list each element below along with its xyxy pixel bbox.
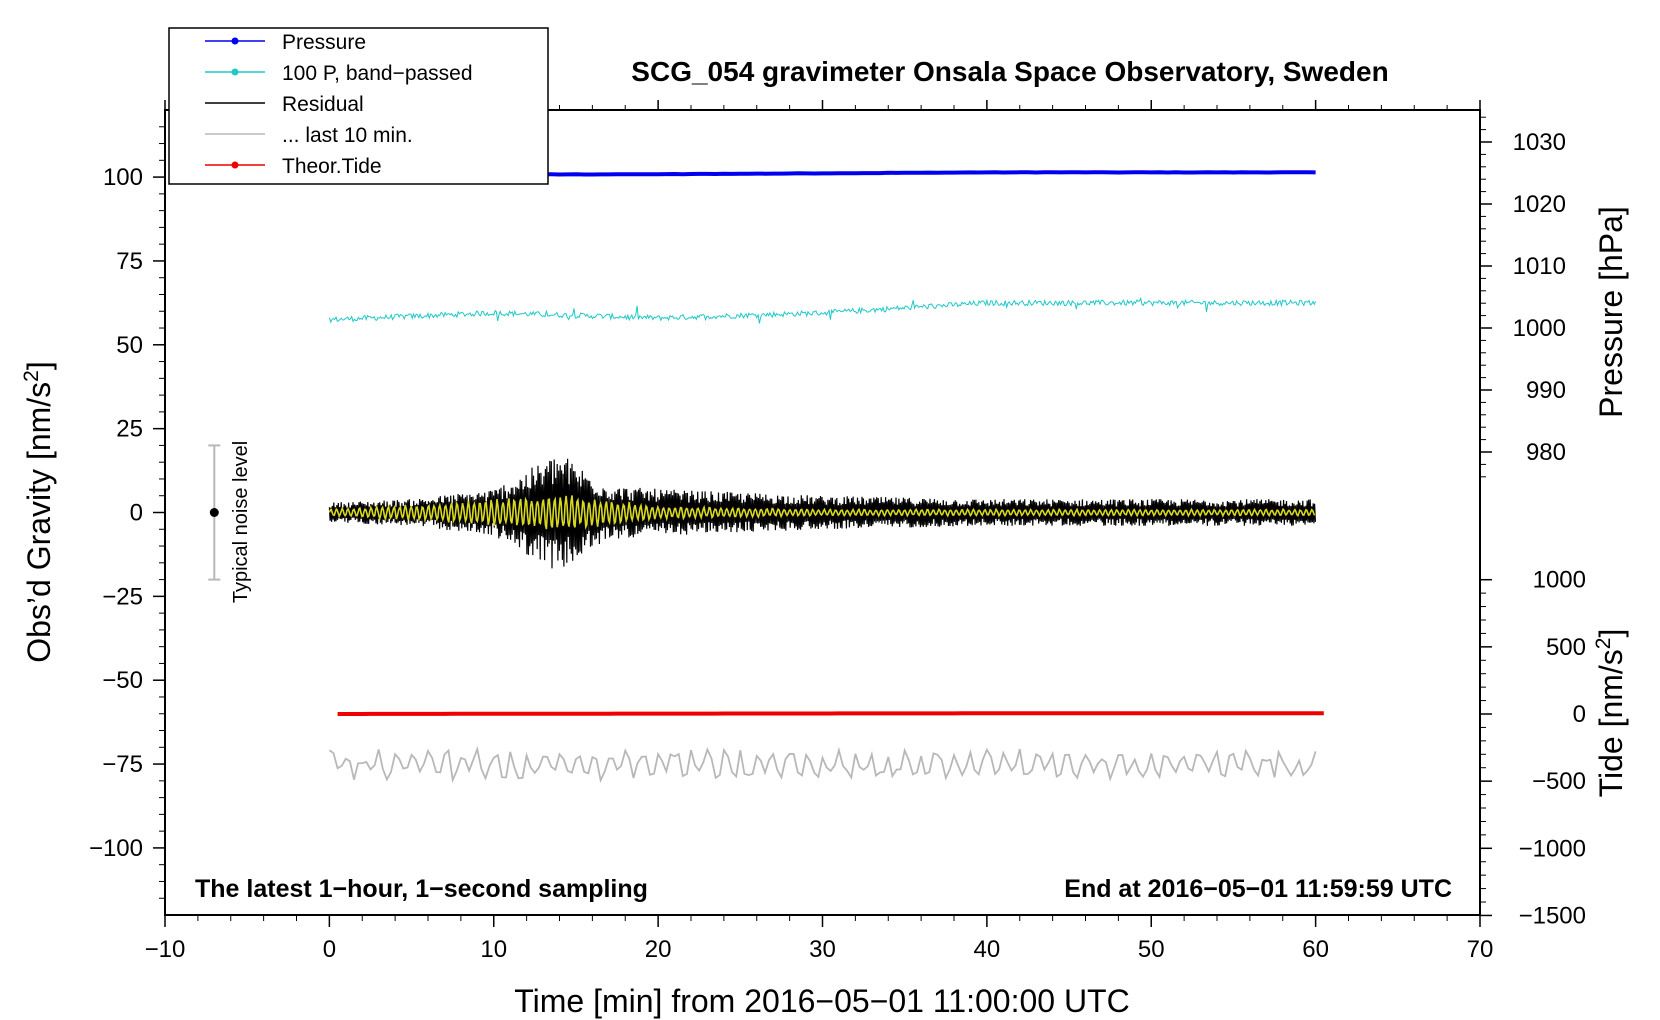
legend-marker [231, 161, 239, 169]
gravity-tick-label: 25 [116, 416, 143, 443]
legend-marker [231, 68, 239, 76]
tide-tick-label: 500 [1546, 634, 1586, 661]
gravity-tick-label: 75 [116, 248, 143, 275]
gravity-tick-label: 50 [116, 332, 143, 359]
gravity-tick-label: −25 [102, 583, 143, 610]
series-theor-tide [337, 711, 1324, 716]
x-axis-title: Time [min] from 2016−05−01 11:00:00 UTC [514, 983, 1129, 1019]
legend-label: Residual [282, 93, 364, 116]
bottom-right-note: End at 2016−05−01 11:59:59 UTC [1064, 875, 1452, 903]
tide-tick-label: −1000 [1519, 835, 1586, 862]
x-tick-label: 10 [480, 936, 507, 963]
series-last-10-min [328, 745, 1317, 784]
x-tick-label: 20 [645, 936, 672, 963]
gravity-axis-title-sup: 2 [20, 370, 43, 382]
gravity-tick-label: 100 [103, 164, 143, 191]
x-tick-label: 60 [1302, 936, 1329, 963]
pressure-tick-label: 1030 [1513, 129, 1566, 156]
tide-tick-label: 1000 [1533, 567, 1586, 594]
x-tick-label: 30 [809, 936, 836, 963]
legend-label: Theor.Tide [282, 155, 382, 178]
pressure-tick-label: 1010 [1513, 253, 1566, 280]
tide-tick-label: −500 [1532, 768, 1586, 795]
legend-box [168, 27, 549, 185]
gravity-tick-label: −75 [102, 751, 143, 778]
pressure-tick-label: 990 [1526, 377, 1566, 404]
noise-indicator [208, 444, 221, 581]
tide-tick-label: 0 [1573, 701, 1586, 728]
pressure-tick-label: 980 [1526, 439, 1566, 466]
pressure-tick-label: 1020 [1513, 191, 1566, 218]
gravity-axis: −100 −75 −50 −25 0 25 50 75 100 [89, 126, 165, 899]
legend-label: ... last 10 min. [282, 124, 413, 147]
legend: Pressure 100 P, band−passed Residual ... la… [168, 27, 549, 185]
legend-label: Pressure [282, 31, 366, 54]
tide-axis-title-end: ] [1593, 629, 1629, 638]
legend-marker [231, 37, 239, 45]
gravity-tick-label: 0 [130, 500, 143, 527]
tide-axis-title: Tide [nm/s2] [1592, 629, 1629, 798]
tide-axis-title-sup: 2 [1592, 638, 1615, 650]
gravity-axis-title-main: Obs’d Gravity [nm/s [21, 382, 57, 663]
x-tick-label: 70 [1467, 936, 1494, 963]
x-tick-label: 50 [1138, 936, 1165, 963]
tide-tick-label: −1500 [1519, 902, 1586, 929]
chart-title: SCG_054 gravimeter Onsala Space Observat… [631, 56, 1388, 87]
tide-axis: −1500 −1000 −500 0 500 1000 [1480, 567, 1586, 929]
gravity-tick-label: −50 [102, 667, 143, 694]
series-band-passed [328, 296, 1317, 324]
noise-indicator-label: Typical noise level [230, 441, 252, 603]
noise-center-dot [209, 508, 219, 517]
x-tick-label: 40 [974, 936, 1001, 963]
pressure-axis-title: Pressure [hPa] [1593, 206, 1629, 418]
gravity-tick-label: −100 [89, 835, 143, 862]
x-axis: −10 0 10 20 30 40 50 60 70 [145, 100, 1494, 963]
x-tick-label: 0 [323, 936, 336, 963]
series-residual [328, 458, 1316, 569]
series-layer [328, 170, 1324, 784]
bottom-left-note: The latest 1−hour, 1−second sampling [195, 875, 648, 903]
tide-axis-title-main: Tide [nm/s [1593, 649, 1629, 797]
legend-label: 100 P, band−passed [282, 62, 473, 85]
pressure-axis: 980 990 1000 1010 1020 1030 [1480, 116, 1566, 478]
gravity-axis-title-end: ] [21, 361, 57, 370]
series-yellow [328, 495, 1316, 530]
pressure-tick-label: 1000 [1513, 315, 1566, 342]
gravity-axis-title: Obs’d Gravity [nm/s2] [20, 361, 57, 663]
x-tick-label: −10 [145, 936, 186, 963]
